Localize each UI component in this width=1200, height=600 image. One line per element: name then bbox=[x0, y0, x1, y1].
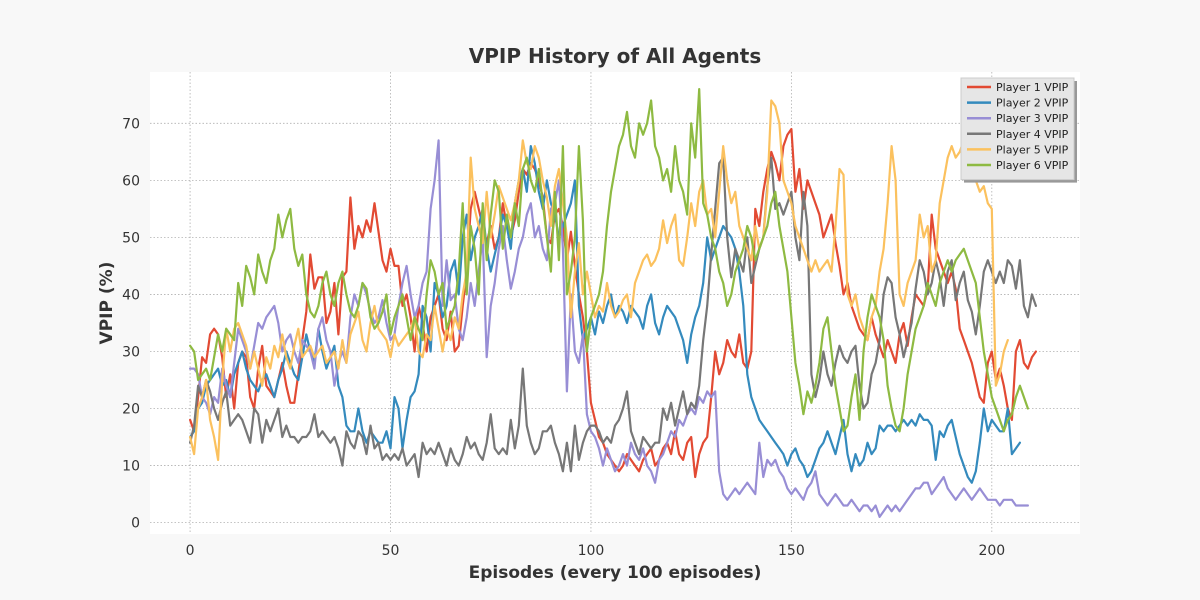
legend-box bbox=[960, 77, 1075, 181]
series-line-player-5 bbox=[189, 99, 1009, 461]
x-tick-label: 0 bbox=[186, 543, 195, 559]
legend: Player 1 VPIP Player 2 VPIP Player 3 VPIP P… bbox=[960, 77, 1077, 183]
y-tick-label: 0 bbox=[131, 516, 140, 532]
series-lines bbox=[189, 87, 1038, 519]
legend-label: Player 6 VPIP bbox=[996, 159, 1069, 172]
y-tick-label: 30 bbox=[122, 344, 140, 360]
series-line-player-6 bbox=[189, 87, 1030, 433]
x-tick-label: 50 bbox=[382, 543, 400, 559]
y-tick-label: 50 bbox=[122, 230, 140, 246]
x-tick-label: 150 bbox=[778, 543, 805, 559]
chart-title: VPIP History of All Agents bbox=[469, 44, 761, 68]
x-tick-label: 100 bbox=[578, 543, 605, 559]
series-line-player-2 bbox=[189, 145, 1022, 484]
legend-label: Player 2 VPIP bbox=[996, 97, 1069, 110]
y-tick-label: 10 bbox=[122, 459, 140, 475]
legend-label: Player 3 VPIP bbox=[996, 112, 1069, 125]
y-tick-label: 20 bbox=[122, 402, 140, 418]
legend-label: Player 1 VPIP bbox=[996, 81, 1069, 94]
tick-labels: 0 50 100 150 200 0 10 20 30 40 50 60 70 bbox=[122, 116, 1005, 559]
legend-label: Player 5 VPIP bbox=[996, 143, 1069, 156]
series-line-player-4 bbox=[189, 156, 1038, 479]
y-tick-label: 40 bbox=[122, 287, 140, 303]
legend-label: Player 4 VPIP bbox=[996, 128, 1069, 141]
series-line-player-3 bbox=[189, 139, 1030, 519]
x-tick-label: 200 bbox=[978, 543, 1005, 559]
x-axis-label: Episodes (every 100 episodes) bbox=[469, 563, 762, 583]
y-axis-label: VPIP (%) bbox=[97, 262, 117, 345]
y-tick-label: 70 bbox=[122, 116, 140, 132]
y-tick-label: 60 bbox=[122, 173, 140, 189]
